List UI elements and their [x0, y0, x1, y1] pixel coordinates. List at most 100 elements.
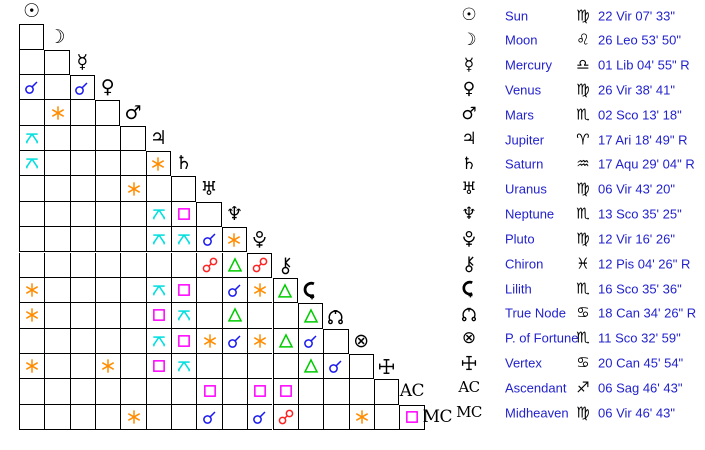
aspect-cell-midheaven-sun: [19, 404, 45, 430]
aspect-cell-lilith-sun: [19, 277, 45, 304]
aspect-cell-saturn-moon: [44, 151, 70, 177]
neptune-glyph-icon: ♆: [225, 202, 243, 225]
aspect-cell-uranus-saturn: [171, 176, 197, 202]
uranus-glyph-icon: ♅: [200, 177, 218, 200]
vertex-glyph-icon: [379, 359, 395, 375]
planet-name: Neptune: [505, 206, 555, 222]
aspect-cell-p-of-fortune-sun: [19, 328, 45, 354]
aspect-cell-jupiter-mars: [120, 125, 146, 152]
aspect-cell-vertex-moon: [44, 353, 70, 380]
aspect-cell-lilith-pluto: [247, 277, 273, 304]
aspect-cell-chiron-moon: [44, 252, 70, 278]
aspect-cell-true-node-mercury: [69, 303, 96, 329]
quincunx-icon: [178, 310, 191, 321]
pluto-glyph-icon: [463, 230, 475, 247]
aspect-cell-uranus-jupiter: [145, 176, 172, 202]
mars-legend-glyph: ♂: [455, 102, 483, 127]
aspect-cell-true-node-venus: [95, 303, 121, 329]
legend-row-true-node: True Node ♋ 18 Can 34' 26" R: [455, 301, 705, 326]
midheaven-glyph-icon: MC: [422, 406, 453, 427]
scorpio-sign-icon: ♏: [576, 204, 590, 223]
conjunction-icon: [202, 411, 216, 424]
aspect-cell-p-of-fortune-neptune: [221, 328, 248, 354]
lilith-glyph-icon: [462, 280, 473, 297]
aspect-cell-vertex-mercury: [69, 353, 96, 380]
aspect-cell-p-of-fortune-venus: [95, 328, 121, 354]
aspect-cell-lilith-mars: [120, 277, 146, 304]
planet-position: 06 Sag 46' 43": [598, 380, 683, 396]
trine-icon: [303, 358, 319, 373]
square-icon: [153, 360, 165, 372]
aspect-cell-true-node-chiron: [272, 303, 298, 329]
planet-name: Venus: [505, 82, 542, 98]
sextile-icon: [102, 359, 115, 373]
aspect-cell-ascendant-venus: [95, 379, 121, 405]
aspect-cell-midheaven-saturn: [171, 404, 197, 430]
square-icon: [153, 309, 165, 322]
conjunction-icon: [202, 233, 216, 247]
planet-position: 16 Sco 35' 36": [598, 281, 682, 297]
aquarius-sign-icon: ♒: [576, 154, 590, 173]
legend-row-jupiter: ♃ Jupiter ♈ 17 Ari 18' 49" R: [455, 127, 705, 152]
conjunction-icon: [304, 335, 317, 348]
aspect-cell-midheaven-true-node: [323, 404, 349, 430]
aspect-cell-true-node-saturn: [171, 303, 197, 329]
aspect-cell-vertex-neptune: [221, 353, 248, 380]
aspect-cell-vertex-mars: [120, 353, 146, 380]
legend-row-mars: ♂ Mars ♏ 02 Sco 13' 18": [455, 102, 705, 127]
midheaven-legend-glyph: MC: [455, 400, 483, 425]
aspect-cell-p-of-fortune-pluto: [247, 328, 273, 354]
planet-position: 17 Ari 18' 49" R: [598, 132, 688, 148]
sextile-icon: [51, 105, 64, 120]
aries-sign-icon: ♈: [576, 130, 590, 149]
aspect-cell-ascendant-uranus: [196, 379, 222, 405]
planet-position: 17 Aqu 29' 04" R: [598, 156, 695, 172]
aspect-cell-ascendant-jupiter: [145, 379, 172, 405]
aspect-cell-vertex-jupiter: [145, 353, 172, 380]
aspect-cell-p-of-fortune-chiron: [272, 328, 298, 354]
aspect-cell-lilith-chiron: [272, 277, 298, 304]
legend-row-ascendant: AC Ascendant ♐ 06 Sag 46' 43": [455, 375, 705, 400]
p-of-fortune-legend-glyph: ⊗: [455, 326, 483, 351]
moon-legend-glyph: ☽: [455, 28, 483, 53]
venus-legend-glyph: ♀: [455, 77, 483, 102]
planet-name: P. of Fortune: [505, 330, 579, 346]
conjunction-icon: [228, 335, 241, 348]
midheaven-grid-glyph: MC: [422, 405, 453, 430]
aspect-cell-vertex-venus: [95, 353, 121, 380]
legend-row-chiron: Chiron ♓ 12 Pis 04' 26" R: [455, 251, 705, 276]
sun-glyph-icon: ☉: [23, 0, 41, 23]
aspect-cell-neptune-jupiter: [145, 201, 172, 228]
sextile-icon: [355, 410, 368, 424]
aspect-cell-true-node-moon: [44, 303, 70, 329]
aspect-cell-ascendant-p-of-fortune: [348, 379, 374, 405]
aspect-cell-p-of-fortune-mercury: [69, 328, 96, 354]
p-of-fortune-grid-glyph: ⊗: [349, 329, 374, 354]
sextile-icon: [254, 283, 267, 297]
sun-grid-glyph: ☉: [19, 0, 44, 24]
chiron-glyph-icon: [281, 257, 291, 274]
neptune-glyph-icon: ♆: [461, 203, 477, 224]
aspect-cell-pluto-venus: [95, 227, 121, 253]
uranus-legend-glyph: ♅: [455, 177, 483, 202]
planet-name: True Node: [505, 305, 566, 321]
aspect-cell-ascendant-chiron: [272, 379, 298, 405]
chiron-grid-glyph: [273, 253, 298, 278]
aspect-cell-midheaven-ascendant: [399, 404, 425, 430]
aspect-cell-ascendant-vertex: [373, 379, 400, 405]
quincunx-icon: [153, 209, 165, 220]
vertex-glyph-icon: [461, 355, 477, 371]
aspect-cell-p-of-fortune-moon: [44, 328, 70, 354]
jupiter-legend-glyph: ♃: [455, 127, 483, 152]
sextile-icon: [127, 410, 140, 424]
square-icon: [279, 385, 292, 398]
legend-row-midheaven: MC Midheaven ♍ 06 Vir 46' 43": [455, 400, 705, 425]
planet-name: Jupiter: [505, 132, 545, 148]
p-of-fortune-glyph-icon: ⊗: [461, 327, 477, 348]
sextile-icon: [203, 334, 216, 348]
aspect-cell-vertex-true-node: [323, 353, 349, 380]
planet-name: Ascendant: [505, 380, 567, 396]
aspect-cell-ascendant-mercury: [69, 379, 96, 405]
aspect-cell-lilith-uranus: [196, 277, 222, 304]
